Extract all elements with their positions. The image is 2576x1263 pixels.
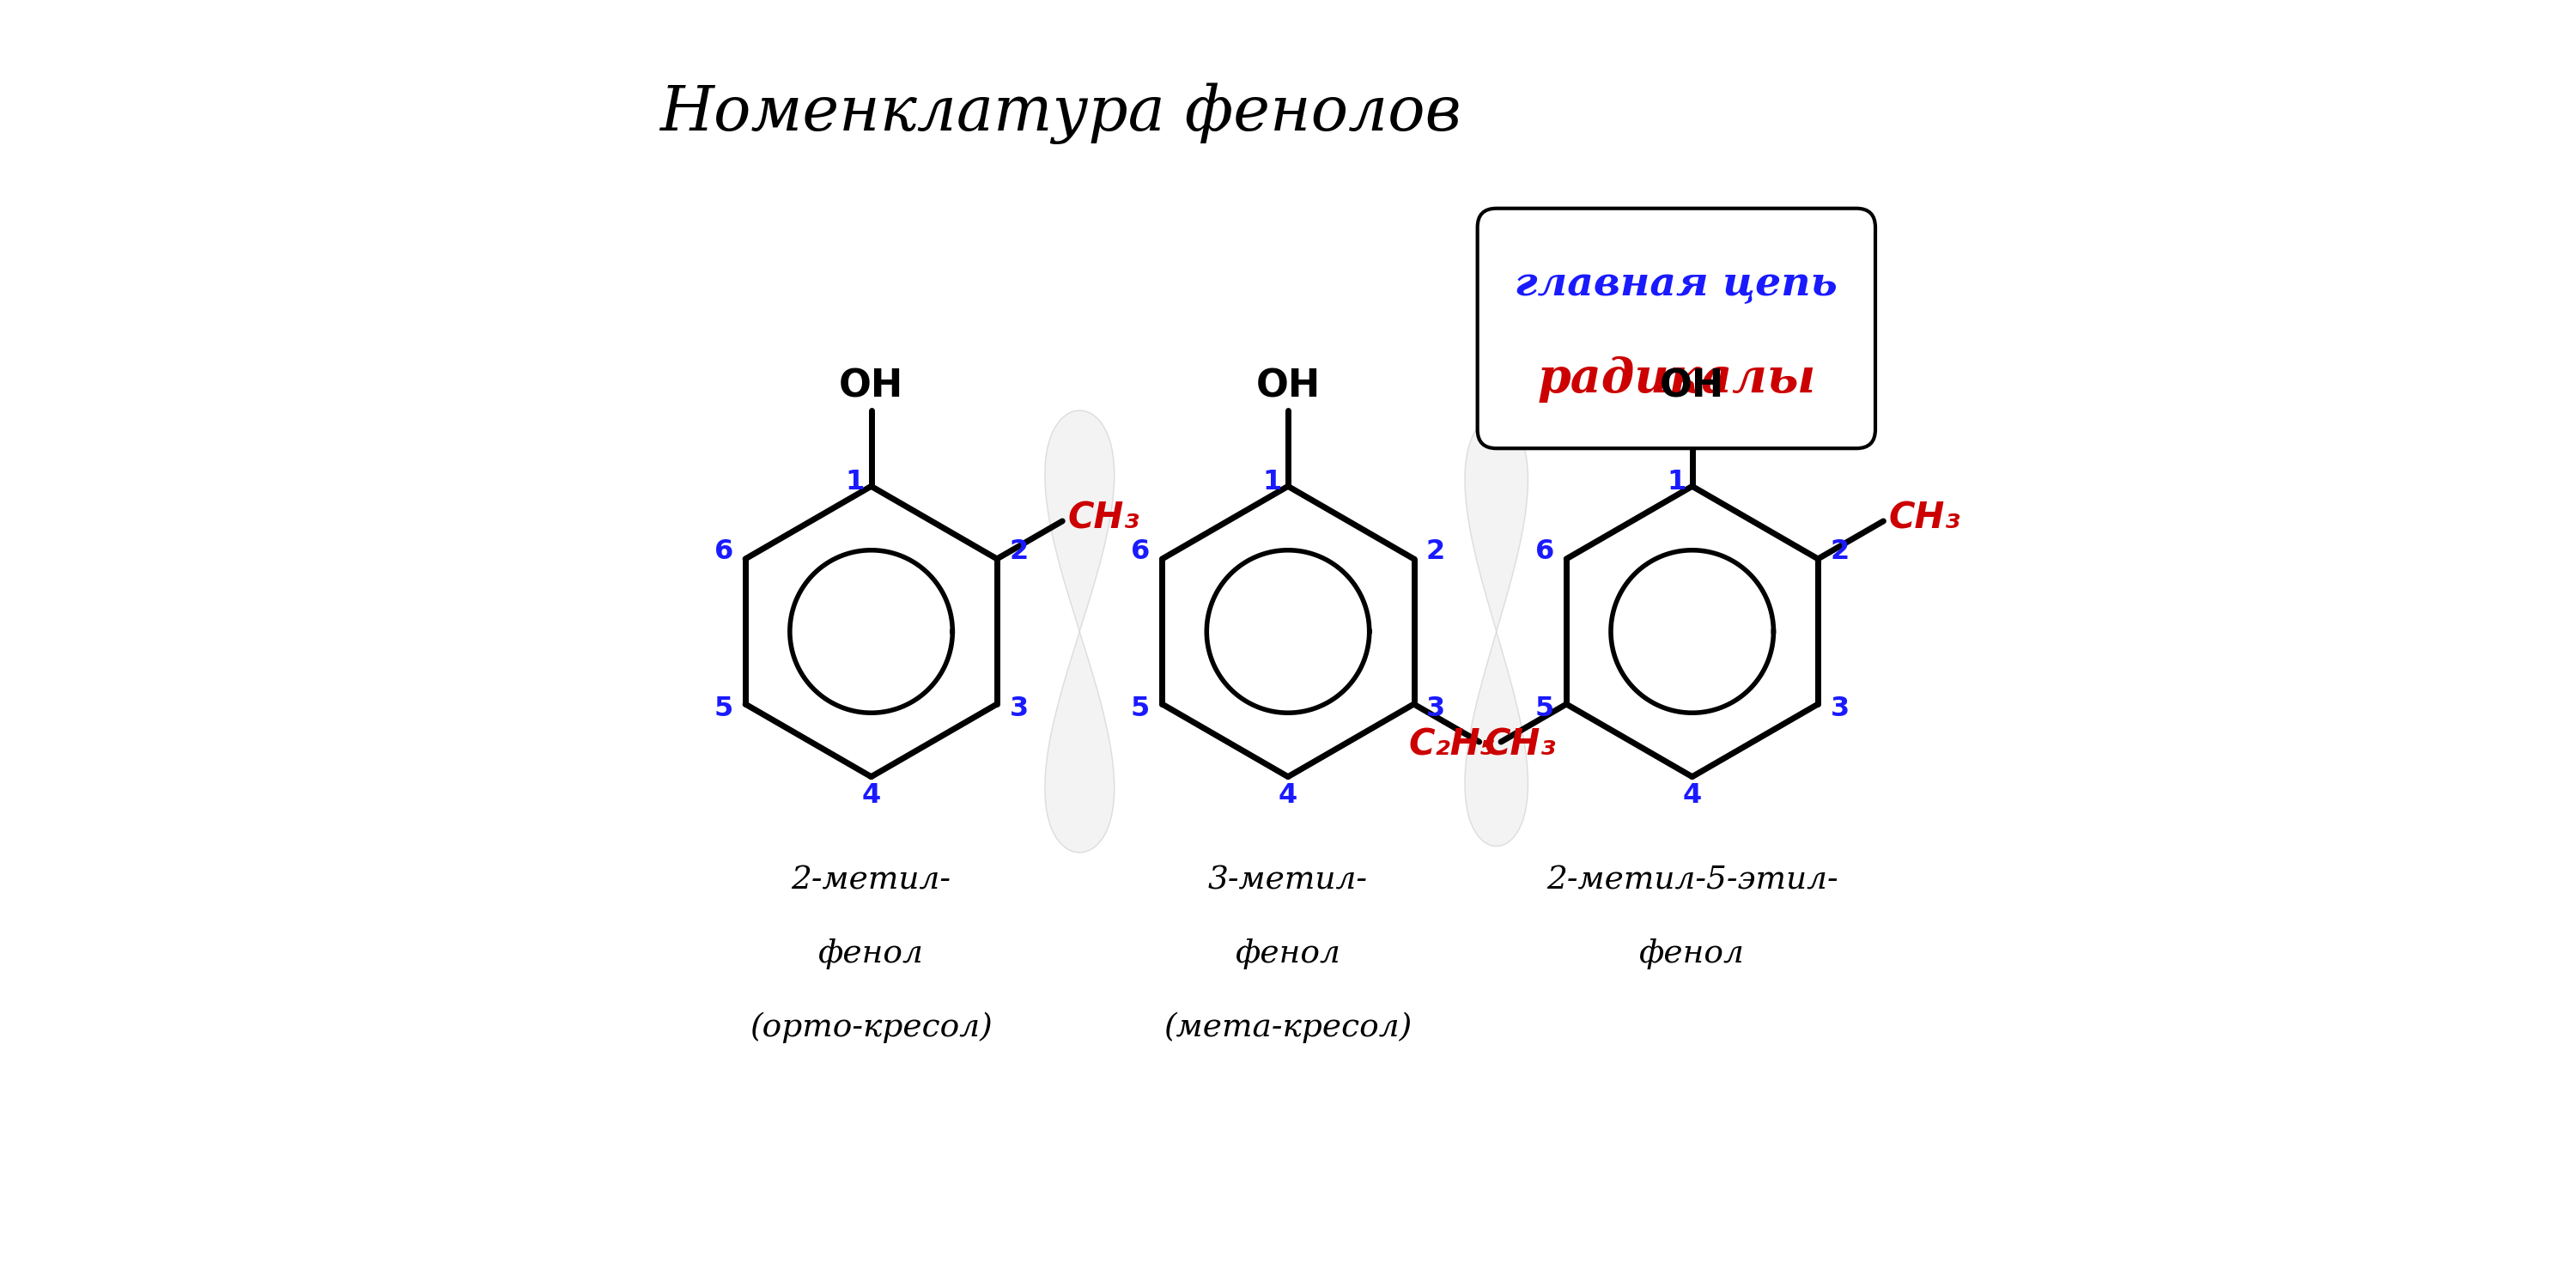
Text: 2-метил-5-этил-: 2-метил-5-этил- [1546,865,1839,895]
Text: 3: 3 [1427,695,1445,721]
Text: фенол: фенол [1236,938,1340,969]
Text: 6: 6 [1131,538,1149,565]
Text: 3: 3 [1832,695,1850,721]
Text: 2: 2 [1010,538,1028,565]
Text: 1: 1 [1262,469,1283,495]
Polygon shape [1466,417,1528,846]
Text: 2-метил-: 2-метил- [791,865,951,895]
Text: 1: 1 [1667,469,1685,495]
Text: 2: 2 [1427,538,1445,565]
Text: главная цепь: главная цепь [1515,264,1837,303]
Text: фенол: фенол [819,938,925,969]
Text: C₂H₅: C₂H₅ [1409,726,1497,763]
Text: (мета-кресол): (мета-кресол) [1164,1012,1412,1043]
Text: 4: 4 [1278,782,1298,808]
Text: 6: 6 [1535,538,1553,565]
Text: OH: OH [1255,368,1321,405]
Text: OH: OH [1659,368,1723,405]
Polygon shape [1046,410,1115,853]
Text: CH₃: CH₃ [1066,500,1139,537]
Text: OH: OH [840,368,904,405]
Text: 5: 5 [1131,695,1149,721]
Text: фенол: фенол [1638,938,1744,969]
Text: 4: 4 [1682,782,1703,808]
Text: 4: 4 [860,782,881,808]
Text: CH₃: CH₃ [1484,726,1556,763]
Text: 5: 5 [1535,695,1553,721]
Text: 6: 6 [714,538,734,565]
Text: 3: 3 [1010,695,1028,721]
FancyBboxPatch shape [1479,208,1875,448]
Text: 3-метил-: 3-метил- [1208,865,1368,895]
Text: 5: 5 [714,695,734,721]
Text: 2: 2 [1829,538,1850,565]
Text: 1: 1 [845,469,866,495]
Text: Номенклатура фенолов: Номенклатура фенолов [659,83,1461,144]
Text: (орто-кресол): (орто-кресол) [750,1012,992,1043]
Text: радикалы: радикалы [1538,355,1816,403]
Text: CH₃: CH₃ [1888,500,1960,537]
